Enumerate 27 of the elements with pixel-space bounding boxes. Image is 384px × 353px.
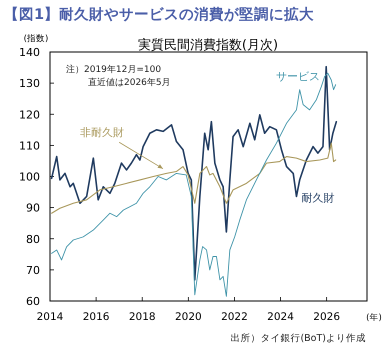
y-tick-label: 100	[19, 170, 40, 184]
text: 出所）タイ銀行(BoT)より作成	[230, 332, 366, 344]
y-tick-label: 120	[19, 108, 40, 122]
x-tick-label: 2020	[174, 311, 202, 323]
y-tick-label: 130	[19, 77, 40, 90]
x-tick-label: 2018	[128, 311, 156, 323]
series-label: 耐久財	[301, 191, 334, 204]
x-tick-label: 2024	[267, 311, 294, 323]
x-tick-label: 2022	[221, 311, 248, 323]
y-tick-label: 80	[26, 232, 40, 246]
line-series	[51, 142, 336, 214]
y-tick-label: 90	[26, 202, 40, 215]
y-tick-label: 70	[26, 264, 40, 277]
y-tick-label: 110	[19, 139, 40, 152]
y-axis-title: (指数)	[24, 33, 48, 44]
series-label: サービス	[276, 70, 320, 84]
annotation: 注）2019年12月=100	[66, 64, 162, 75]
x-tick-label: 2016	[82, 311, 110, 323]
annotation: 直近値は2026年5月	[88, 77, 171, 88]
x-axis-title: (年)	[366, 312, 382, 323]
chart-title: 【図1】耐久財やサービスの消費が堅調に拡大	[4, 5, 316, 23]
text: 非耐久財	[80, 126, 124, 140]
x-tick-label: 2014	[36, 311, 64, 323]
y-tick-label: 140	[19, 46, 40, 59]
chart-subtitle: 実質民間消費指数(月次)	[138, 37, 278, 53]
x-tick-label: 2026	[313, 311, 340, 323]
y-tick-label: 60	[26, 295, 40, 308]
